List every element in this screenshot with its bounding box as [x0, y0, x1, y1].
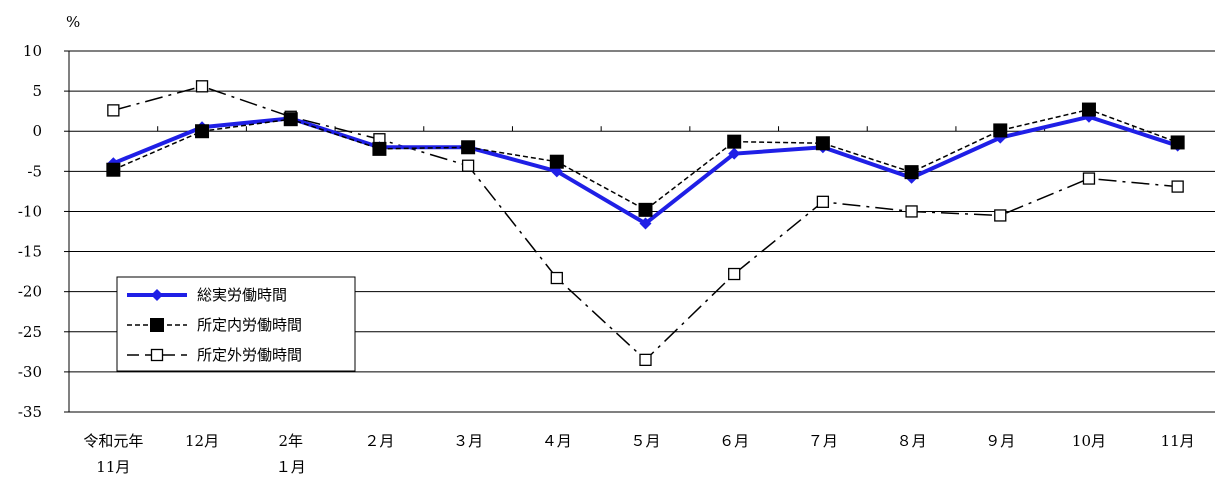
data-point — [993, 123, 1007, 137]
y-tick-label: -35 — [18, 403, 42, 421]
data-point — [639, 203, 653, 217]
x-tick-label: ６月 — [719, 432, 749, 450]
data-point — [108, 105, 119, 116]
data-point — [1172, 181, 1183, 192]
x-tick-label: ９月 — [985, 432, 1015, 450]
x-tick-label: ５月 — [630, 432, 660, 450]
x-tick-label: 12月 — [185, 432, 219, 450]
data-point — [461, 140, 475, 154]
y-tick-label: 10 — [23, 42, 42, 60]
data-point — [372, 142, 386, 156]
y-tick-label: 5 — [32, 82, 42, 100]
x-tick-label: ４月 — [542, 432, 572, 450]
y-tick-label: -30 — [18, 363, 42, 381]
data-point — [152, 350, 163, 361]
data-point — [995, 210, 1006, 221]
data-point — [640, 354, 651, 365]
y-tick-labels: 10 5 0 -5 -10 -15 -20 -25 -30 -35 — [18, 42, 42, 421]
data-point — [551, 273, 562, 284]
data-point — [463, 160, 474, 171]
x-tick-label: 令和元年 — [83, 432, 143, 450]
data-point — [729, 269, 740, 280]
data-point — [727, 135, 741, 149]
data-point — [106, 163, 120, 177]
x-tick-label: 11月 — [96, 458, 130, 476]
legend-label: 総実労働時間 — [197, 286, 287, 304]
x-tick-labels: 令和元年 11月 12月 2年 １月 ２月 ３月 ４月 ５月 ６月 ７月 ８月 ９月 10月 11月 — [83, 432, 1194, 476]
x-tick-label: ８月 — [897, 432, 927, 450]
data-point — [1083, 173, 1094, 184]
data-point — [817, 196, 828, 207]
x-tick-label: ３月 — [453, 432, 483, 450]
legend-label: 所定外労働時間 — [197, 346, 302, 364]
x-tick-label: 11月 — [1161, 432, 1195, 450]
data-point — [816, 136, 830, 150]
series-line — [113, 110, 1177, 210]
y-unit-label: % — [66, 13, 80, 31]
data-point — [906, 206, 917, 217]
x-tick-label: 2年 — [278, 432, 303, 450]
data-point — [195, 124, 209, 138]
data-point — [284, 112, 298, 126]
data-point — [1171, 135, 1185, 149]
y-tick-label: -15 — [18, 243, 42, 261]
y-tick-label: -20 — [18, 283, 42, 301]
data-point — [1082, 103, 1096, 117]
y-tick-label: -25 — [18, 323, 42, 341]
x-tick-label: １月 — [276, 458, 306, 476]
data-point — [150, 318, 164, 332]
legend-label: 所定内労働時間 — [197, 316, 302, 334]
data-point — [197, 81, 208, 92]
data-point — [550, 155, 564, 169]
x-tick-label: ２月 — [364, 432, 394, 450]
x-tick-label: 10月 — [1072, 432, 1106, 450]
data-point — [905, 165, 919, 179]
y-tick-label: 0 — [32, 122, 42, 140]
x-tick-label: ７月 — [808, 432, 838, 450]
y-tick-label: -5 — [27, 162, 42, 180]
y-tick-label: -10 — [18, 202, 42, 220]
